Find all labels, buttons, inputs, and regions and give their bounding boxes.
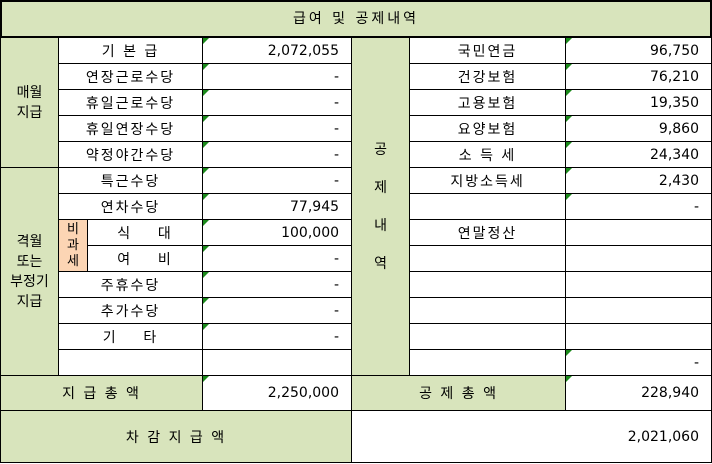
- deduction-item-value[interactable]: [565, 245, 712, 272]
- pay-total-value[interactable]: 2,250,000: [202, 375, 353, 411]
- nontaxable-text: 세: [67, 253, 79, 269]
- pay-item-value[interactable]: 100,000: [202, 219, 353, 246]
- deduction-item-value[interactable]: 19,350: [565, 89, 712, 116]
- table-row: 연장근로수당 - 건강보험 76,210: [1, 63, 712, 90]
- deduction-item-label: [409, 349, 567, 376]
- pay-total-label: 지 급 총 액: [0, 375, 204, 411]
- pay-item-value[interactable]: -: [202, 297, 353, 324]
- category-irregular-text: 격월: [16, 233, 43, 250]
- pay-item-label: 휴일연장수당: [57, 115, 204, 142]
- pay-item-label: 휴일근로수당: [57, 89, 204, 116]
- table-row: 여 비-: [1, 245, 712, 272]
- deduction-item-value[interactable]: [565, 219, 712, 246]
- sheet-title: 급여 및 공제내역: [0, 0, 712, 38]
- pay-item-value[interactable]: -: [202, 245, 353, 272]
- pay-item-label: 약정야간수당: [57, 141, 204, 168]
- deduction-item-value[interactable]: 9,860: [565, 115, 712, 142]
- category-deduction-text: 역: [374, 255, 387, 272]
- pay-item-value[interactable]: -: [202, 141, 353, 168]
- deduction-item-value[interactable]: 76,210: [565, 63, 712, 90]
- pay-item-label: 기 본 급: [57, 37, 204, 64]
- table-row: 연차수당 77,945 -: [1, 193, 712, 220]
- nontaxable-text: 비: [67, 221, 79, 237]
- pay-item-value[interactable]: 2,072,055: [202, 37, 353, 64]
- pay-item-value[interactable]: -: [202, 167, 353, 194]
- category-deduction-text: 공: [374, 141, 387, 158]
- pay-item-value[interactable]: [202, 349, 353, 376]
- deduction-item-label: 지방소득세: [409, 167, 567, 194]
- pay-item-label: 주휴수당: [57, 271, 204, 298]
- deduction-item-label: 고용보험: [409, 89, 567, 116]
- deduction-item-value[interactable]: 24,340: [565, 141, 712, 168]
- pay-item-label: 연차수당: [57, 193, 204, 220]
- pay-item-value[interactable]: -: [202, 323, 353, 350]
- deduction-item-label: [409, 245, 567, 272]
- deduction-item-label: 건강보험: [409, 63, 567, 90]
- deduction-item-label: [409, 271, 567, 298]
- deduction-item-label: 연말정산: [409, 219, 567, 246]
- pay-item-label: 여 비: [86, 245, 204, 272]
- pay-item-label: 연장근로수당: [57, 63, 204, 90]
- pay-item-label: [57, 349, 204, 376]
- category-irregular-text: 또는: [16, 253, 43, 270]
- deduction-item-label: 요양보험: [409, 115, 567, 142]
- deduction-total-value[interactable]: 228,940: [565, 375, 712, 411]
- deduction-item-value[interactable]: -: [565, 193, 712, 220]
- pay-item-value[interactable]: -: [202, 63, 353, 90]
- net-pay-label: 차 감 지 급 액: [0, 410, 353, 463]
- table-row: 휴일연장수당 - 요양보험 9,860: [1, 115, 712, 142]
- deduction-item-label: [409, 193, 567, 220]
- nontaxable-text: 과: [67, 237, 79, 253]
- pay-item-value[interactable]: -: [202, 271, 353, 298]
- category-deduction-text: 내: [374, 217, 387, 234]
- category-monthly-text: 지급: [16, 104, 43, 121]
- deduction-item-value[interactable]: 2,430: [565, 167, 712, 194]
- category-irregular-text: 부정기: [10, 273, 49, 290]
- category-irregular-text: 지급: [16, 293, 43, 310]
- pay-item-label: 기 타: [57, 323, 204, 350]
- pay-item-label: 식 대: [86, 219, 204, 246]
- deduction-item-label: 소 득 세: [409, 141, 567, 168]
- table-row: 매월 지급 기 본 급 2,072,055 공 제 내 역 국민연금 96,750: [0, 37, 712, 376]
- deduction-item-label: [409, 297, 567, 324]
- pay-item-value[interactable]: -: [202, 115, 353, 142]
- net-pay-row: 차 감 지 급 액 2,021,060: [0, 410, 712, 463]
- category-deduction-text: 제: [374, 179, 387, 196]
- deduction-item-value[interactable]: [565, 323, 712, 350]
- deduction-item-value[interactable]: [565, 297, 712, 324]
- deduction-item-value[interactable]: -: [565, 349, 712, 376]
- pay-item-value[interactable]: 77,945: [202, 193, 353, 220]
- category-monthly-text: 매월: [16, 84, 43, 101]
- pay-item-value[interactable]: -: [202, 89, 353, 116]
- pay-item-label: 추가수당: [57, 297, 204, 324]
- deduction-item-value[interactable]: 96,750: [565, 37, 712, 64]
- deduction-total-label: 공 제 총 액: [351, 375, 567, 411]
- table-row: 기 타-: [1, 323, 712, 350]
- deduction-item-value[interactable]: [565, 271, 712, 298]
- deduction-item-label: [409, 323, 567, 350]
- pay-item-label: 특근수당: [57, 167, 204, 194]
- payslip-table: 매월 지급 기 본 급 2,072,055 공 제 내 역 국민연금 96,750 연장근로수당 - 건…: [0, 37, 712, 463]
- deduction-item-label: 국민연금: [409, 37, 567, 64]
- totals-row: 지 급 총 액 2,250,000 공 제 총 액 228,940: [0, 375, 712, 411]
- net-pay-value[interactable]: 2,021,060: [351, 410, 712, 463]
